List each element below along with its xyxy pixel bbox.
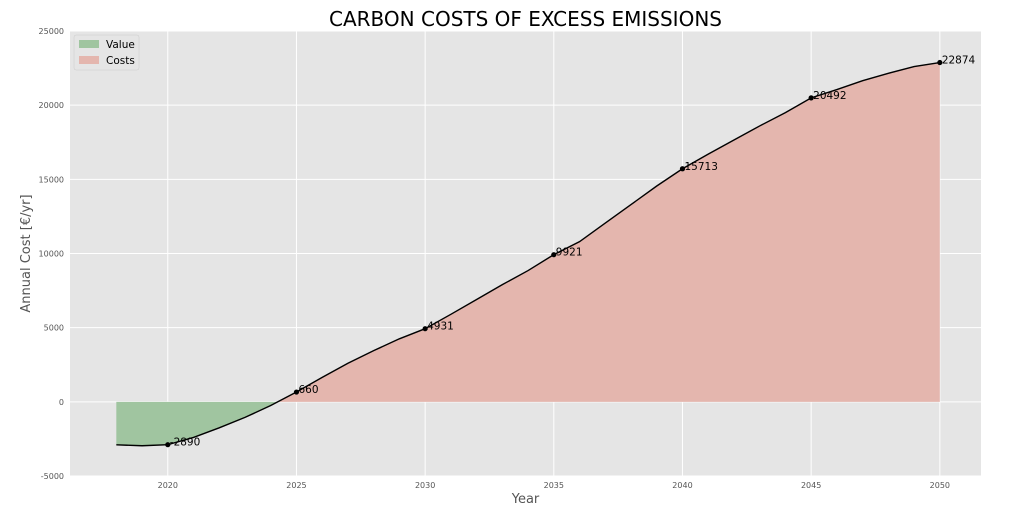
y-tick-label: 20000 bbox=[39, 101, 64, 110]
data-point bbox=[679, 166, 686, 172]
data-label: 660 bbox=[298, 384, 318, 396]
x-axis-label: Year bbox=[511, 492, 540, 507]
data-label: 4931 bbox=[427, 321, 454, 333]
data-label: 9921 bbox=[556, 247, 583, 259]
cost-line bbox=[116, 61, 940, 447]
x-tick-label: 2035 bbox=[544, 481, 564, 490]
y-tick-label: 25000 bbox=[39, 27, 64, 36]
tick-labels: 2020 2025 2030 2035 2040 2045 2050 -5000 0 5000 10… bbox=[39, 27, 950, 490]
x-tick-label: 2045 bbox=[801, 481, 821, 490]
y-tick-label: 15000 bbox=[39, 175, 64, 184]
costs-area bbox=[277, 62, 940, 402]
x-tick-label: 2030 bbox=[415, 481, 435, 490]
chart-title: CARBON COSTS OF EXCESS EMISSIONS bbox=[329, 7, 722, 31]
x-tick-label: 2050 bbox=[930, 481, 950, 490]
series-line bbox=[116, 61, 940, 447]
legend-label: Costs bbox=[106, 55, 135, 67]
x-tick-label: 2040 bbox=[672, 481, 692, 490]
y-tick-label: 0 bbox=[59, 398, 64, 407]
data-label: 20492 bbox=[813, 90, 846, 102]
x-tick-label: 2025 bbox=[286, 481, 306, 490]
data-point bbox=[551, 252, 557, 258]
legend: Value Costs bbox=[73, 34, 140, 71]
labeled-points: -2890 660 4931 9921 15713 20492 22874 bbox=[165, 55, 976, 449]
x-tick-label: 2020 bbox=[158, 481, 178, 490]
y-tick-label: 5000 bbox=[44, 324, 64, 333]
y-tick-label: 10000 bbox=[39, 250, 64, 259]
data-point bbox=[808, 95, 814, 101]
data-label: 22874 bbox=[942, 55, 976, 67]
y-tick-label: -5000 bbox=[41, 472, 64, 481]
data-point bbox=[422, 326, 428, 332]
legend-label: Value bbox=[106, 39, 135, 51]
filled-areas bbox=[116, 62, 940, 446]
data-point bbox=[293, 389, 300, 395]
legend-swatch bbox=[79, 40, 99, 48]
legend-swatch bbox=[79, 56, 99, 64]
value-area bbox=[116, 401, 278, 446]
data-label: -2890 bbox=[170, 437, 201, 449]
y-axis-label: Annual Cost [€/yr] bbox=[19, 194, 34, 312]
data-point bbox=[937, 59, 943, 66]
data-point bbox=[165, 442, 171, 448]
data-label: 15713 bbox=[684, 161, 717, 173]
